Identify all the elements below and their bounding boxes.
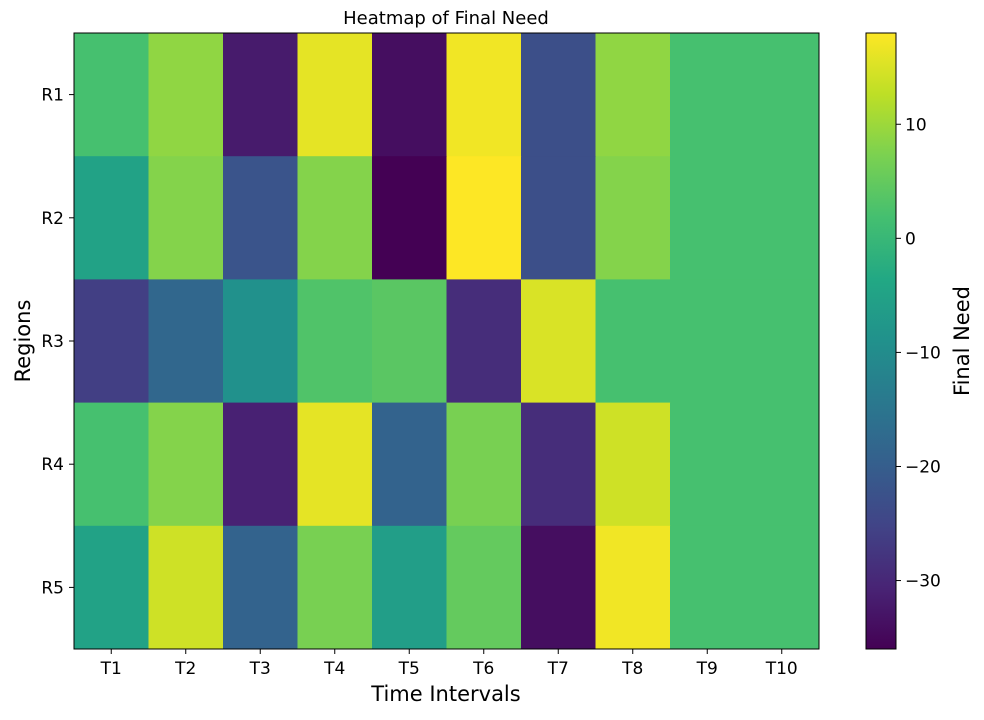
x-tick-label: T4 <box>323 659 345 679</box>
heatmap-cell <box>74 33 149 157</box>
heatmap-cell <box>297 525 373 650</box>
heatmap-cell <box>74 525 149 650</box>
heatmap-cell <box>446 156 522 280</box>
heatmap-cell <box>372 402 447 527</box>
y-axis-ticks: R1 R2 R3 R4 R5 <box>41 86 74 598</box>
heatmap-cell <box>744 279 820 404</box>
heatmap-cell <box>148 402 224 527</box>
heatmap-cell <box>223 402 298 527</box>
x-tick-label: T5 <box>398 659 420 679</box>
heatmap-cell <box>74 402 149 527</box>
x-axis-label: Time Intervals <box>370 682 520 706</box>
y-tick-label: R5 <box>41 578 64 598</box>
heatmap-cell <box>297 33 373 157</box>
heatmap-cell <box>595 156 671 280</box>
heatmap-cell <box>744 402 820 527</box>
x-tick-label: T8 <box>621 659 643 679</box>
heatmap-cell <box>521 279 596 404</box>
x-tick-label: T10 <box>765 659 798 679</box>
colorbar-tick-label: −20 <box>905 457 941 477</box>
heatmap-cell <box>297 402 373 527</box>
y-tick-label: R1 <box>41 86 64 106</box>
heatmap-cell <box>744 156 820 280</box>
y-axis-label: Regions <box>11 300 35 383</box>
heatmap-cell <box>670 525 745 650</box>
heatmap-cell <box>670 279 745 404</box>
heatmap-cell <box>521 402 596 527</box>
colorbar-tick-label: 0 <box>905 229 916 249</box>
heatmap-cell <box>148 33 224 157</box>
x-tick-label: T6 <box>472 659 494 679</box>
heatmap-cell <box>521 525 596 650</box>
heatmap-cell <box>446 279 522 404</box>
x-tick-label: T1 <box>100 659 122 679</box>
heatmap-cell <box>595 33 671 157</box>
heatmap-cell <box>223 156 298 280</box>
heatmap-cell <box>297 156 373 280</box>
colorbar-ticks: 10 0 −10 −20 −30 <box>896 115 941 592</box>
heatmap-cell <box>223 33 298 157</box>
heatmap-cell <box>670 33 745 157</box>
heatmap-cell <box>744 33 820 157</box>
x-tick-label: T3 <box>249 659 271 679</box>
heatmap-cell <box>446 402 522 527</box>
heatmap-cell <box>744 525 820 650</box>
colorbar-tick-label: −30 <box>905 572 941 592</box>
y-tick-label: R2 <box>41 209 64 229</box>
heatmap-cell <box>595 525 671 650</box>
y-tick-label: R3 <box>41 332 64 352</box>
x-tick-label: T9 <box>696 659 718 679</box>
heatmap-cell <box>372 33 447 157</box>
heatmap-cell <box>74 156 149 280</box>
colorbar-label: Final Need <box>950 286 974 396</box>
y-tick-label: R4 <box>41 455 64 475</box>
heatmap-cell <box>595 279 671 404</box>
heatmap-cell <box>670 402 745 527</box>
chart-title: Heatmap of Final Need <box>343 8 549 29</box>
heatmap-cells <box>74 33 820 650</box>
heatmap-cell <box>670 156 745 280</box>
heatmap-cell <box>223 525 298 650</box>
heatmap-cell <box>223 279 298 404</box>
x-axis-ticks: T1 T2 T3 T4 T5 T6 T7 T8 T9 T10 <box>100 649 798 679</box>
heatmap-cell <box>521 156 596 280</box>
heatmap-cell <box>148 156 224 280</box>
heatmap-cell <box>297 279 373 404</box>
heatmap-cell <box>372 279 447 404</box>
x-tick-label: T7 <box>547 659 569 679</box>
heatmap-cell <box>446 33 522 157</box>
heatmap-cell <box>595 402 671 527</box>
heatmap-cell <box>148 525 224 650</box>
colorbar-tick-label: −10 <box>905 343 941 363</box>
colorbar-tick-label: 10 <box>905 115 927 135</box>
heatmap-cell <box>74 279 149 404</box>
colorbar <box>865 32 897 650</box>
heatmap-cell <box>148 279 224 404</box>
heatmap-cell <box>372 156 447 280</box>
x-tick-label: T2 <box>174 659 196 679</box>
heatmap-cell <box>521 33 596 157</box>
heatmap-cell <box>372 525 447 650</box>
heatmap-cell <box>446 525 522 650</box>
